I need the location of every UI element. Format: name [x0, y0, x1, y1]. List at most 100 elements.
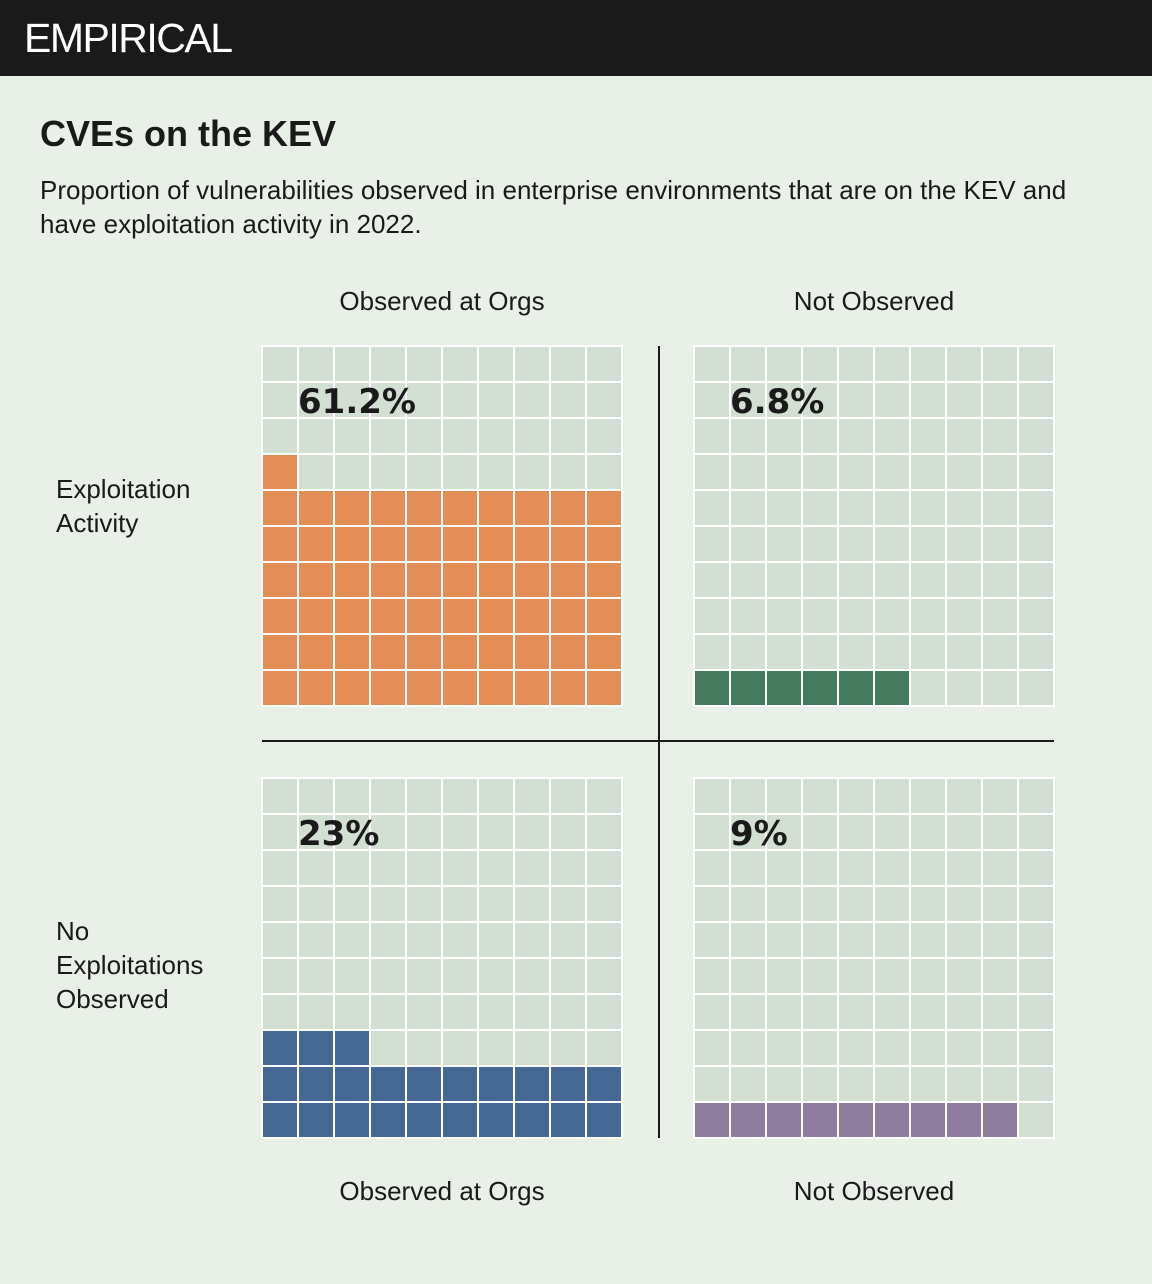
waffle-square-filled	[585, 1101, 623, 1139]
waffle-square-empty	[1017, 489, 1055, 527]
waffle-square-empty	[477, 921, 515, 959]
waffle-square-empty	[765, 525, 803, 563]
waffle-square-empty	[837, 633, 875, 671]
waffle-square-empty	[585, 849, 623, 887]
waffle-square-filled	[729, 1101, 767, 1139]
waffle-square-empty	[801, 633, 839, 671]
waffle-square-empty	[477, 417, 515, 455]
waffle-square-empty	[585, 1029, 623, 1067]
percent-label: 23%	[298, 814, 379, 854]
waffle-square-empty	[837, 417, 875, 455]
waffle-square-empty	[369, 993, 407, 1031]
waffle-square-empty	[909, 849, 947, 887]
waffle-square-filled	[333, 1101, 371, 1139]
waffle-square-filled	[801, 1101, 839, 1139]
waffle-square-empty	[549, 957, 587, 995]
waffle-square-empty	[333, 453, 371, 491]
waffle-square-empty	[801, 597, 839, 635]
waffle-square-empty	[333, 345, 371, 383]
waffle-square-empty	[1017, 1101, 1055, 1139]
waffle-square-filled	[585, 669, 623, 707]
brand-logo: EMPIRICAL	[24, 15, 233, 61]
waffle-square-empty	[333, 921, 371, 959]
waffle-square-empty	[369, 417, 407, 455]
waffle-square-empty	[513, 453, 551, 491]
waffle-square-filled	[945, 1101, 983, 1139]
waffle-square-empty	[693, 453, 731, 491]
waffle-square-empty	[693, 597, 731, 635]
waffle-square-empty	[369, 345, 407, 383]
waffle-square-empty	[945, 381, 983, 419]
waffle-square-empty	[837, 993, 875, 1031]
waffle-square-empty	[261, 813, 299, 851]
waffle-square-empty	[297, 417, 335, 455]
waffle-square-filled	[477, 489, 515, 527]
waffle-square-empty	[909, 1029, 947, 1067]
waffle-square-empty	[1017, 381, 1055, 419]
waffle-square-empty	[369, 921, 407, 959]
waffle-square-empty	[585, 993, 623, 1031]
waffle-square-empty	[549, 813, 587, 851]
waffle-square-filled	[513, 597, 551, 635]
waffle-square-empty	[405, 885, 443, 923]
waffle-square-empty	[945, 1029, 983, 1067]
waffle-square-empty	[945, 597, 983, 635]
chart-subtitle: Proportion of vulnerabilities observed i…	[40, 175, 1067, 239]
waffle-square-filled	[441, 525, 479, 563]
waffle-square-filled	[369, 561, 407, 599]
waffle-square-empty	[477, 957, 515, 995]
waffle-square-filled	[549, 1065, 587, 1103]
waffle-square-filled	[513, 1101, 551, 1139]
waffle-square-filled	[477, 669, 515, 707]
waffle-square-filled	[405, 525, 443, 563]
waffle-square-empty	[981, 417, 1019, 455]
waffle-square-empty	[297, 849, 335, 887]
waffle-square-empty	[693, 885, 731, 923]
waffle-square-empty	[513, 813, 551, 851]
waffle-square-empty	[945, 561, 983, 599]
waffle-square-filled	[441, 669, 479, 707]
waffle-square-empty	[837, 381, 875, 419]
waffle-square-empty	[1017, 921, 1055, 959]
waffle-square-empty	[945, 417, 983, 455]
waffle-square-empty	[801, 921, 839, 959]
waffle-square-filled	[405, 1065, 443, 1103]
waffle-square-empty	[1017, 597, 1055, 635]
waffle-square-empty	[765, 561, 803, 599]
waffle-square-filled	[585, 633, 623, 671]
waffle-square-filled	[369, 633, 407, 671]
waffle-square-empty	[1017, 669, 1055, 707]
row-label-no-exploitation: No Exploitations Observed	[56, 914, 246, 1016]
waffle-square-filled	[729, 669, 767, 707]
waffle-square-empty	[297, 813, 335, 851]
waffle-square-empty	[261, 345, 299, 383]
waffle-square-filled	[549, 669, 587, 707]
waffle-square-empty	[837, 1065, 875, 1103]
waffle-square-empty	[909, 777, 947, 815]
waffle-square-empty	[1017, 417, 1055, 455]
waffle-square-filled	[297, 1101, 335, 1139]
waffle-square-empty	[693, 525, 731, 563]
waffle-square-empty	[513, 381, 551, 419]
waffle-square-empty	[477, 345, 515, 383]
waffle-square-filled	[441, 1101, 479, 1139]
row-label-line: No	[56, 916, 90, 946]
waffle-square-empty	[981, 561, 1019, 599]
waffle-panel: 23%	[261, 777, 623, 1139]
waffle-square-empty	[981, 1065, 1019, 1103]
percent-label: 9%	[730, 814, 788, 854]
waffle-square-filled	[513, 561, 551, 599]
waffle-square-filled	[369, 525, 407, 563]
waffle-square-filled	[549, 489, 587, 527]
waffle-square-empty	[441, 777, 479, 815]
waffle-square-filled	[333, 669, 371, 707]
waffle-square-empty	[549, 993, 587, 1031]
waffle-square-empty	[801, 777, 839, 815]
waffle-square-empty	[873, 921, 911, 959]
waffle-square-empty	[909, 993, 947, 1031]
waffle-square-empty	[405, 813, 443, 851]
col-label-not-observed-bottom: Not Observed	[793, 1176, 955, 1206]
waffle-square-empty	[441, 921, 479, 959]
waffle-square-empty	[873, 345, 911, 383]
waffle-square-empty	[981, 813, 1019, 851]
